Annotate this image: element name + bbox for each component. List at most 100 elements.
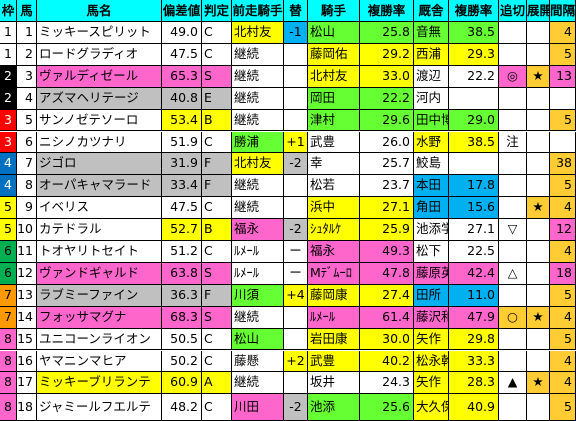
cell-interval: 4 xyxy=(550,372,576,395)
header-stable: 厩舎 xyxy=(414,0,449,22)
header-waku: 枠 xyxy=(0,0,17,22)
cell-srate xyxy=(449,153,499,176)
cell-jrate: 24.3 xyxy=(360,372,414,395)
cell-tenkai: ★ xyxy=(527,306,550,329)
header-grade: 判定 xyxy=(202,0,232,22)
cell-jockey: ﾙﾒｰﾙ xyxy=(308,306,360,329)
cell-interval: 4 xyxy=(550,306,576,329)
cell-oikiri xyxy=(499,153,527,176)
cell-score: 65.3 xyxy=(162,65,202,88)
cell-grade: E xyxy=(202,87,232,110)
cell-grade: C xyxy=(202,43,232,66)
cell-prev: ﾙﾒｰﾙ xyxy=(232,241,284,263)
cell-stable: 藤原英 xyxy=(414,262,449,285)
cell-tenkai xyxy=(527,43,550,66)
cell-waku: 2 xyxy=(0,87,17,110)
cell-tenkai: ★ xyxy=(527,65,550,88)
cell-stable: 大久保 xyxy=(414,394,449,421)
cell-tenkai xyxy=(527,109,550,132)
cell-name: カテドラル xyxy=(37,219,162,241)
cell-uma: 3 xyxy=(17,65,37,88)
cell-prev: 勝浦 xyxy=(232,131,284,154)
cell-name: ヴァンドギャルド xyxy=(37,262,162,285)
cell-jrate: 25.7 xyxy=(360,153,414,176)
cell-score: 36.3 xyxy=(162,284,202,307)
cell-stable: 池添学 xyxy=(414,219,449,241)
header-change: 替 xyxy=(284,0,308,22)
cell-jockey: 岡田 xyxy=(308,87,360,110)
cell-uma: 5 xyxy=(17,109,37,132)
cell-change: -1 xyxy=(284,22,308,44)
cell-stable: 松永幹 xyxy=(414,350,449,373)
cell-tenkai xyxy=(527,175,550,198)
cell-prev: 継続 xyxy=(232,43,284,66)
cell-waku: 7 xyxy=(0,284,17,307)
cell-oikiri xyxy=(499,284,527,307)
cell-waku: 1 xyxy=(0,43,17,66)
cell-interval: 5 xyxy=(550,109,576,132)
cell-grade: C xyxy=(202,22,232,44)
cell-change: -2 xyxy=(284,219,308,241)
cell-tenkai xyxy=(527,262,550,285)
cell-name: ヤマニンマヒア xyxy=(37,350,162,373)
cell-name: ジャミールフエルテ xyxy=(37,394,162,421)
cell-interval: 5 xyxy=(550,175,576,198)
cell-uma: 10 xyxy=(17,219,37,241)
cell-score: 52.7 xyxy=(162,219,202,241)
cell-interval: 12 xyxy=(550,219,576,241)
cell-change: -2 xyxy=(284,394,308,421)
cell-grade: C xyxy=(202,350,232,373)
cell-stable: 藤沢和 xyxy=(414,306,449,329)
cell-change: +4 xyxy=(284,284,308,307)
cell-waku: 5 xyxy=(0,219,17,241)
cell-oikiri xyxy=(499,175,527,198)
cell-srate: 38.5 xyxy=(449,131,499,154)
cell-prev: 藤懸 xyxy=(232,350,284,373)
cell-name: ミッキーブリランテ xyxy=(37,372,162,395)
cell-score: 50.5 xyxy=(162,328,202,351)
cell-uma: 15 xyxy=(17,328,37,351)
cell-tenkai: ★ xyxy=(527,372,550,395)
cell-uma: 14 xyxy=(17,306,37,329)
cell-tenkai xyxy=(527,241,550,263)
cell-prev: 継続 xyxy=(232,372,284,395)
cell-interval: 5 xyxy=(550,43,576,66)
cell-tenkai xyxy=(527,328,550,351)
cell-oikiri xyxy=(499,22,527,44)
cell-name: フォッサマグナ xyxy=(37,306,162,329)
cell-prev: 松山 xyxy=(232,328,284,351)
cell-stable: 河内 xyxy=(414,87,449,110)
cell-prev: 継続 xyxy=(232,87,284,110)
cell-prev: 継続 xyxy=(232,197,284,220)
cell-waku: 1 xyxy=(0,22,17,44)
cell-name: ミッキースピリット xyxy=(37,22,162,44)
header-srate: 複勝率 xyxy=(449,0,499,22)
cell-change xyxy=(284,328,308,351)
cell-uma: 16 xyxy=(17,350,37,373)
cell-score: 49.0 xyxy=(162,22,202,44)
cell-name: ヴァルディゼール xyxy=(37,65,162,88)
cell-jockey: Mﾃﾞﾑｰﾛ xyxy=(308,262,360,285)
cell-jockey: 津村 xyxy=(308,109,360,132)
cell-score: 50.2 xyxy=(162,350,202,373)
cell-uma: 13 xyxy=(17,284,37,307)
cell-tenkai xyxy=(527,219,550,241)
cell-score: 51.9 xyxy=(162,131,202,154)
cell-uma: 7 xyxy=(17,153,37,176)
header-jockey: 騎手 xyxy=(308,0,360,22)
cell-srate: 33.3 xyxy=(449,350,499,373)
cell-interval: 5 xyxy=(550,394,576,421)
cell-jockey: 幸 xyxy=(308,153,360,176)
cell-tenkai xyxy=(527,153,550,176)
cell-prev: 継続 xyxy=(232,306,284,329)
cell-uma: 8 xyxy=(17,175,37,198)
cell-jrate: 22.2 xyxy=(360,87,414,110)
cell-waku: 6 xyxy=(0,262,17,285)
cell-grade: C xyxy=(202,241,232,263)
cell-oikiri xyxy=(499,87,527,110)
cell-prev: ﾙﾒｰﾙ xyxy=(232,262,284,285)
cell-uma: 17 xyxy=(17,372,37,395)
cell-grade: S xyxy=(202,306,232,329)
cell-jockey: ｼｭﾀﾙｹ xyxy=(308,219,360,241)
cell-jrate: 25.8 xyxy=(360,22,414,44)
